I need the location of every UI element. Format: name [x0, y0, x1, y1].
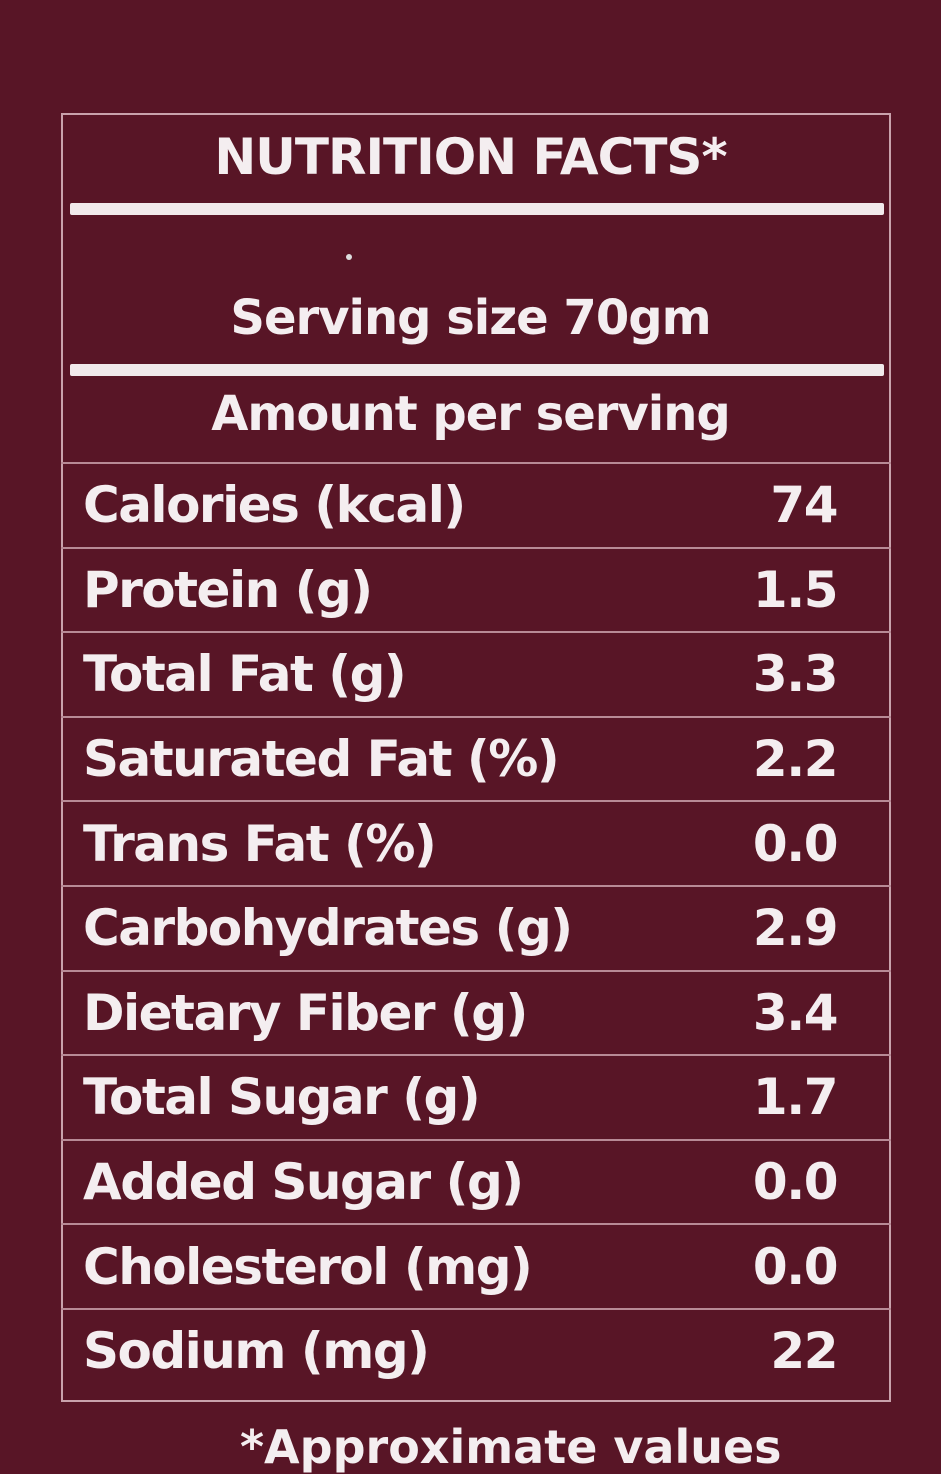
- dot-mark: [346, 254, 352, 260]
- nutrient-value: 2.9: [752, 899, 839, 958]
- table-row: Total Fat (g) 3.3: [61, 631, 891, 716]
- nutrient-value: 0.0: [752, 814, 839, 873]
- serving-size: Serving size 70gm: [230, 290, 711, 346]
- nutrient-value: 2.2: [752, 730, 839, 789]
- nutrient-rows: Calories (kcal) 74 Protein (g) 1.5 Total F…: [61, 462, 891, 1393]
- nutrient-value: 74: [770, 476, 838, 535]
- nutrient-name: Added Sugar (g): [83, 1153, 524, 1212]
- nutrient-name: Trans Fat (%): [83, 814, 437, 873]
- nutrient-name: Protein (g): [83, 560, 373, 619]
- amount-per-serving: Amount per serving: [211, 386, 731, 442]
- nutrient-name: Calories (kcal): [83, 476, 466, 535]
- table-row: Added Sugar (g) 0.0: [61, 1138, 891, 1224]
- nutrient-name: Dietary Fiber (g): [83, 983, 528, 1042]
- table-row: Trans Fat (%) 0.0: [61, 800, 891, 885]
- table-row: Sodium (mg) 22: [61, 1307, 891, 1393]
- nutrient-name: Total Sugar (g): [83, 1068, 481, 1127]
- nutrient-value: 3.4: [752, 983, 839, 1042]
- table-row: Protein (g) 1.5: [61, 546, 891, 632]
- table-row: Total Sugar (g) 1.7: [61, 1054, 891, 1139]
- nutrient-value: 22: [770, 1322, 838, 1381]
- divider: [70, 203, 884, 215]
- nutrient-value: 0.0: [752, 1153, 839, 1212]
- table-row: Calories (kcal) 74: [61, 462, 891, 547]
- nutrition-title: NUTRITION FACTS*: [214, 128, 727, 186]
- table-row: Saturated Fat (%) 2.2: [61, 715, 891, 801]
- nutrient-name: Cholesterol (mg): [83, 1237, 533, 1296]
- table-row: Dietary Fiber (g) 3.4: [61, 969, 891, 1055]
- footnote: *Approximate values: [240, 1420, 782, 1474]
- nutrient-name: Carbohydrates (g): [83, 899, 573, 958]
- table-row: Cholesterol (mg) 0.0: [61, 1223, 891, 1308]
- nutrient-value: 3.3: [752, 645, 839, 704]
- nutrient-name: Total Fat (g): [83, 645, 407, 704]
- nutrient-value: 1.5: [752, 560, 839, 619]
- table-row: Carbohydrates (g) 2.9: [61, 884, 891, 970]
- nutrient-value: 1.7: [752, 1068, 839, 1127]
- nutrient-name: Sodium (mg): [83, 1322, 430, 1381]
- nutrient-value: 0.0: [752, 1237, 839, 1296]
- nutrient-name: Saturated Fat (%): [83, 730, 560, 789]
- nutrition-table-border: [61, 113, 891, 1402]
- divider: [70, 364, 884, 376]
